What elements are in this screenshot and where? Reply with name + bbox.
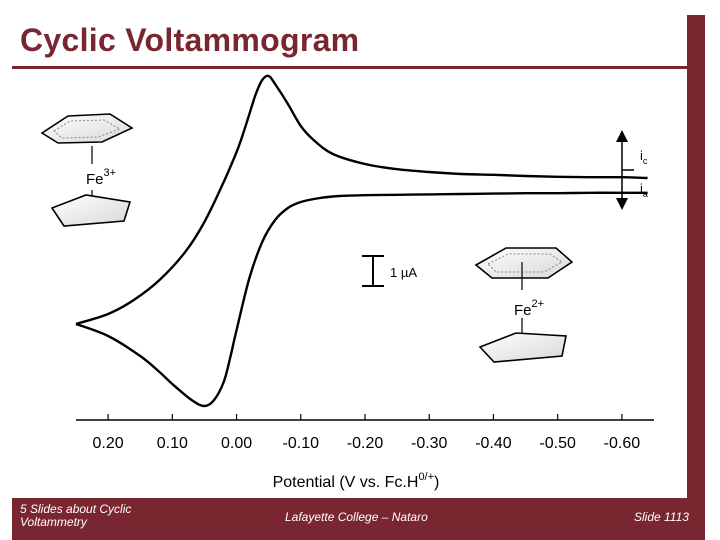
footer-band bbox=[12, 498, 705, 540]
current-direction-arrows bbox=[616, 130, 634, 210]
scale-bar-label: 1 µA bbox=[390, 265, 417, 280]
title-divider bbox=[12, 66, 692, 69]
right-accent-bar bbox=[687, 15, 705, 540]
anodic-sweep-trace bbox=[75, 74, 648, 326]
cv-traces bbox=[75, 74, 648, 408]
fe2-label: Fe2+ bbox=[514, 298, 544, 319]
footer-center-text: Lafayette College – Nataro bbox=[285, 510, 428, 524]
cathodic-current-label: ic bbox=[640, 148, 648, 166]
x-axis-title: Potential (V vs. Fc.H0/+) bbox=[273, 471, 440, 491]
x-tick-label: -0.40 bbox=[475, 435, 512, 452]
anodic-current-label: ia bbox=[640, 181, 648, 199]
footer-left-text: 5 Slides about Cyclic Voltammetry bbox=[20, 502, 132, 529]
x-tick-label: -0.10 bbox=[283, 435, 320, 452]
cyclic-voltammogram-chart: 0.20 0.10 0.00 -0.10 -0.20 -0.30 -0.40 -0.50 -0.… bbox=[40, 74, 654, 491]
footer-slide-number: Slide 1113 bbox=[634, 510, 689, 524]
x-tick-label: -0.30 bbox=[411, 435, 448, 452]
slide-title: Cyclic Voltammogram bbox=[20, 22, 360, 58]
x-tick-label: 0.00 bbox=[221, 435, 252, 452]
cathodic-sweep-trace bbox=[75, 191, 648, 408]
x-tick-label: -0.50 bbox=[539, 435, 576, 452]
ferrocene-structure bbox=[474, 247, 574, 363]
ferrocenium-structure bbox=[40, 113, 134, 227]
x-axis-ticks: 0.20 0.10 0.00 -0.10 -0.20 -0.30 -0.40 -0.50 -0.… bbox=[93, 414, 641, 452]
scale-bar bbox=[362, 255, 384, 287]
x-tick-label: -0.20 bbox=[347, 435, 384, 452]
x-tick-label: 0.10 bbox=[157, 435, 188, 452]
x-tick-label: 0.20 bbox=[93, 435, 124, 452]
x-tick-label: -0.60 bbox=[604, 435, 641, 452]
fe3-label: Fe3+ bbox=[86, 167, 116, 188]
